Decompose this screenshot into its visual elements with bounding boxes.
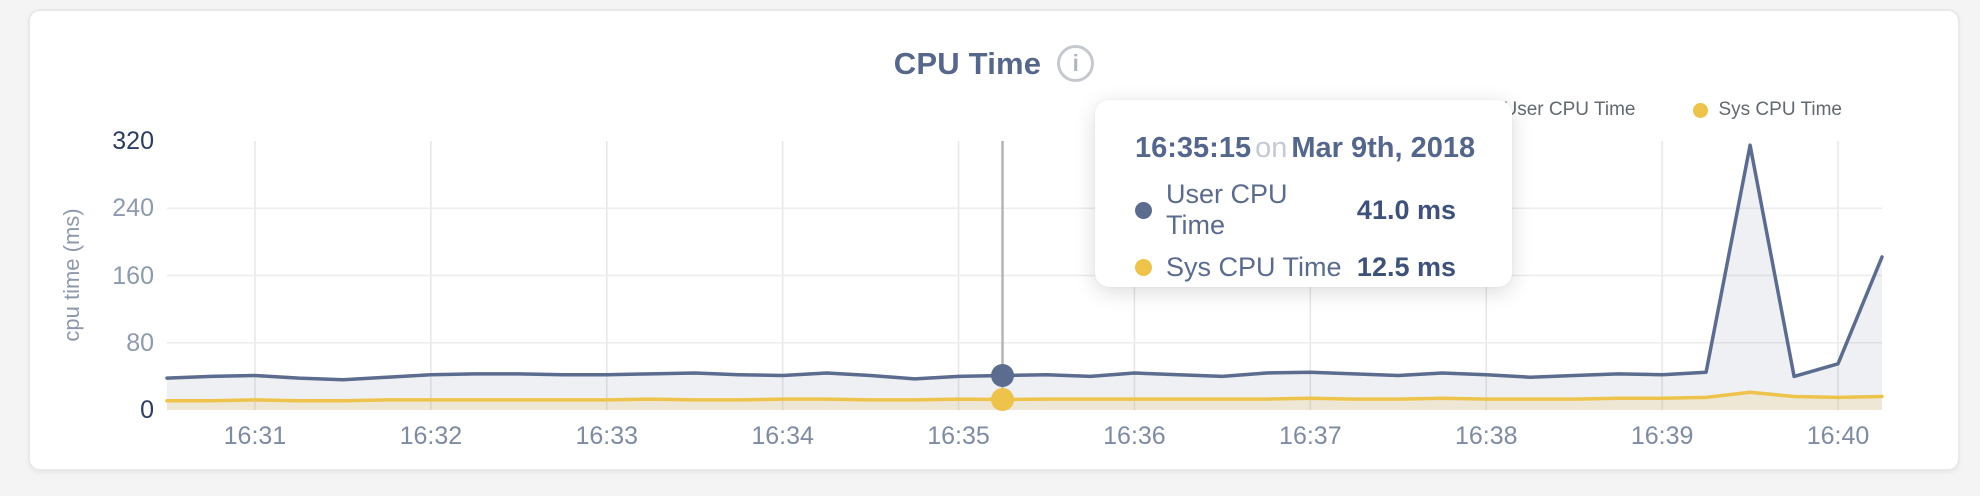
chart-tooltip: 16:35:15 on Mar 9th, 2018 User CPU Time 41.… bbox=[1095, 100, 1512, 287]
x-tick-label: 16:35 bbox=[927, 422, 990, 450]
tooltip-row: Sys CPU Time 12.5 ms bbox=[1135, 252, 1472, 283]
y-tick-label: 160 bbox=[112, 261, 154, 290]
tooltip-series-value: 12.5 ms bbox=[1356, 252, 1456, 282]
tooltip-rows: User CPU Time 41.0 ms Sys CPU Time 12.5 ms bbox=[1135, 179, 1472, 283]
legend-item-sys-cpu-time[interactable]: Sys CPU Time bbox=[1693, 99, 1842, 121]
info-icon[interactable]: i bbox=[1057, 45, 1095, 82]
x-tick-label: 16:36 bbox=[1103, 422, 1166, 450]
series-line-sys-cpu-time[interactable] bbox=[165, 390, 1884, 403]
legend: User CPU Time Sys CPU Time bbox=[1478, 99, 1842, 121]
tooltip-series-dot bbox=[1135, 259, 1152, 276]
legend-dot bbox=[1693, 102, 1709, 118]
x-tick-label: 16:40 bbox=[1806, 422, 1870, 450]
tooltip-header: 16:35:15 on Mar 9th, 2018 bbox=[1135, 132, 1476, 165]
tooltip-series-label: User CPU Time bbox=[1166, 179, 1288, 240]
series-area-user-cpu-time bbox=[167, 145, 1882, 410]
hover-dot-sys-cpu-time bbox=[991, 387, 1015, 411]
series-line-user-cpu-time[interactable] bbox=[165, 143, 1884, 382]
x-tick-label: 16:33 bbox=[575, 422, 639, 450]
tooltip-time: 16:35:15 bbox=[1135, 132, 1252, 164]
x-tick-label: 16:34 bbox=[751, 422, 814, 450]
y-tick-label: 240 bbox=[112, 194, 154, 223]
y-tick-label: 320 bbox=[112, 127, 154, 155]
tooltip-separator: on bbox=[1255, 132, 1288, 164]
x-tick-label: 16:39 bbox=[1630, 422, 1694, 450]
x-tick-label: 16:37 bbox=[1279, 422, 1342, 450]
legend-label: Sys CPU Time bbox=[1718, 99, 1842, 120]
tooltip-series-value: 41.0 ms bbox=[1356, 194, 1456, 225]
hover-dot-user-cpu-time bbox=[991, 364, 1015, 388]
legend-label: User CPU Time bbox=[1503, 99, 1636, 120]
cpu-time-card: CPU Time i User CPU Time Sys CPU Time cpu… bbox=[28, 9, 1960, 471]
x-tick-label: 16:31 bbox=[223, 422, 287, 450]
series-area-sys-cpu-time bbox=[167, 392, 1882, 410]
card-header: CPU Time i bbox=[30, 45, 1958, 82]
tooltip-series-dot bbox=[1135, 201, 1152, 219]
tooltip-row: User CPU Time 41.0 ms bbox=[1135, 179, 1472, 241]
x-tick-label: 16:32 bbox=[399, 422, 463, 450]
tooltip-series-label: Sys CPU Time bbox=[1166, 252, 1342, 282]
tooltip-date: Mar 9th, 2018 bbox=[1291, 132, 1476, 164]
y-tick-label: 0 bbox=[140, 396, 154, 424]
y-tick-label: 80 bbox=[126, 328, 154, 357]
chart-plot-area[interactable] bbox=[165, 141, 1884, 411]
chart-title: CPU Time bbox=[893, 45, 1042, 81]
x-tick-label: 16:38 bbox=[1454, 422, 1518, 450]
